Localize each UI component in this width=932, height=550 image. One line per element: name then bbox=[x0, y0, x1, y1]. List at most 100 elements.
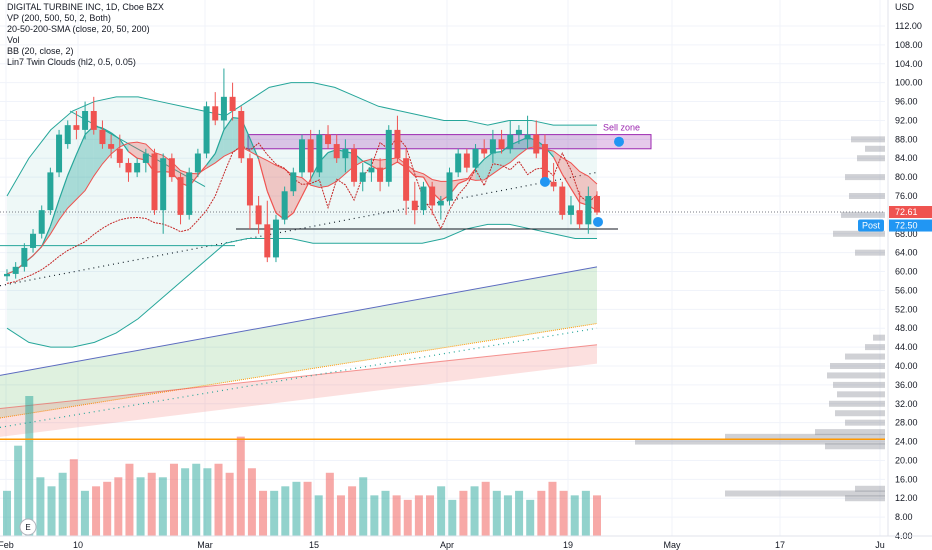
candle-body bbox=[299, 139, 305, 173]
earnings-marker bbox=[19, 518, 37, 536]
sma-cloud-segment bbox=[67, 154, 77, 209]
price-tick-label: 80.00 bbox=[895, 172, 918, 182]
time-tick-label: Mar bbox=[197, 540, 213, 550]
sma-fast-segment bbox=[266, 191, 277, 214]
candle-body bbox=[368, 167, 375, 173]
candle-body bbox=[472, 148, 479, 168]
sma-cloud-segment bbox=[475, 159, 485, 181]
candle-body bbox=[489, 139, 496, 154]
volume-bar bbox=[125, 463, 134, 536]
sma-cloud-segment bbox=[85, 126, 94, 191]
sma-fast-segment bbox=[206, 153, 216, 166]
volume-bar bbox=[147, 472, 156, 536]
sma-fast-segment bbox=[292, 195, 303, 214]
volume-profile-bar bbox=[837, 391, 885, 398]
candle-body bbox=[108, 144, 115, 149]
volume-bar bbox=[225, 472, 234, 536]
sma-fast-segment bbox=[223, 117, 234, 131]
price-tick-label: 24.00 bbox=[895, 437, 918, 447]
indicator-vp[interactable]: VP (200, 500, 50, 2, Both) bbox=[7, 13, 111, 23]
sma-cloud-segment bbox=[328, 149, 337, 187]
sma-fast-segment bbox=[110, 132, 121, 140]
post-price-badge bbox=[889, 219, 932, 232]
candle-body bbox=[82, 111, 89, 130]
sma-cloud-segment bbox=[128, 142, 138, 159]
indicator-vol[interactable]: Vol bbox=[7, 35, 20, 45]
indicator-bb[interactable]: BB (20, close, 2) bbox=[7, 46, 74, 56]
sma-fast-segment bbox=[414, 175, 424, 178]
candle-body bbox=[594, 196, 600, 213]
candle-body bbox=[403, 158, 410, 201]
candle-body bbox=[12, 266, 19, 274]
volume-bar bbox=[169, 463, 178, 536]
candle-body bbox=[255, 205, 262, 225]
sma-fast-segment bbox=[483, 152, 494, 160]
candle-body bbox=[238, 111, 245, 159]
volume-profile-bar bbox=[829, 400, 885, 407]
volume-profile-bar bbox=[845, 495, 885, 502]
sma-slow bbox=[6, 141, 598, 275]
price-tick-label: 16.00 bbox=[895, 474, 918, 484]
volume-bar bbox=[559, 490, 568, 536]
candle-body bbox=[550, 181, 557, 187]
volume-bar bbox=[325, 472, 334, 536]
candle-body bbox=[429, 186, 436, 206]
price-tick-label: 96.00 bbox=[895, 97, 918, 107]
volume-bar bbox=[548, 481, 557, 536]
volume-bar bbox=[314, 495, 323, 536]
time-tick-label: Ju bbox=[875, 540, 885, 550]
candle-body bbox=[351, 148, 358, 182]
candle-body bbox=[385, 129, 392, 182]
symbol-title[interactable]: DIGITAL TURBINE INC, 1D, Cboe BZX bbox=[7, 2, 164, 12]
volume-bar bbox=[370, 495, 379, 536]
last-price-badge bbox=[889, 206, 932, 219]
candle-body bbox=[559, 186, 566, 215]
sma-fast-segment bbox=[214, 129, 225, 154]
post-price-value: 72.50 bbox=[895, 221, 918, 231]
candle-body bbox=[168, 158, 175, 178]
candle-body bbox=[567, 205, 574, 215]
post-label-badge bbox=[858, 219, 884, 232]
candle-body bbox=[73, 125, 80, 130]
price-tick-label: 68.00 bbox=[895, 229, 918, 239]
sell-zone[interactable]: Sell zone bbox=[247, 123, 652, 150]
indicator-clouds[interactable]: Lin7 Twin Clouds (hl2, 0.5, 0.05) bbox=[7, 57, 136, 67]
volume-profile-bar bbox=[855, 485, 885, 492]
sma-cloud-segment bbox=[518, 137, 528, 155]
indicator-sma[interactable]: 20-50-200-SMA (close, 20, 50, 200) bbox=[7, 24, 150, 34]
candle-body bbox=[160, 158, 167, 211]
volume-profile-bar bbox=[725, 433, 885, 440]
candle-body bbox=[377, 167, 384, 182]
volume-profile-bar bbox=[835, 410, 885, 417]
candle-body bbox=[151, 153, 158, 211]
volume-profile-bar bbox=[725, 490, 885, 497]
volume-profile-bar bbox=[815, 429, 885, 436]
candle-body bbox=[64, 125, 71, 145]
volume-profile-bar bbox=[845, 174, 885, 181]
volume-bar bbox=[80, 490, 89, 536]
sma-fast-segment bbox=[362, 160, 372, 167]
sma-fast-segment bbox=[128, 151, 138, 159]
volume-bar bbox=[14, 445, 23, 536]
volume-bar bbox=[359, 477, 368, 536]
volume-bar bbox=[69, 459, 78, 536]
candle-body bbox=[38, 210, 45, 234]
volume-bar bbox=[537, 490, 546, 536]
candle-body bbox=[507, 134, 514, 149]
price-tick-label: 76.00 bbox=[895, 191, 918, 201]
volume-profile-bar bbox=[845, 353, 885, 360]
chart-legend: DIGITAL TURBINE INC, 1D, Cboe BZX VP (20… bbox=[7, 2, 164, 68]
sell-zone-box[interactable] bbox=[247, 134, 652, 150]
trend-dotted-green bbox=[0, 327, 598, 428]
grid bbox=[0, 0, 885, 537]
sma-fast-segment bbox=[466, 168, 477, 181]
volume-bar bbox=[336, 495, 345, 536]
last-price-value: 72.61 bbox=[895, 207, 918, 217]
candle-body bbox=[420, 186, 427, 211]
sma-fast-segment bbox=[41, 225, 51, 247]
volume-bar bbox=[392, 495, 401, 536]
volume-profile-bar bbox=[851, 136, 885, 143]
price-axis: USD4.008.0012.0016.0020.0024.0028.0032.0… bbox=[858, 0, 932, 541]
